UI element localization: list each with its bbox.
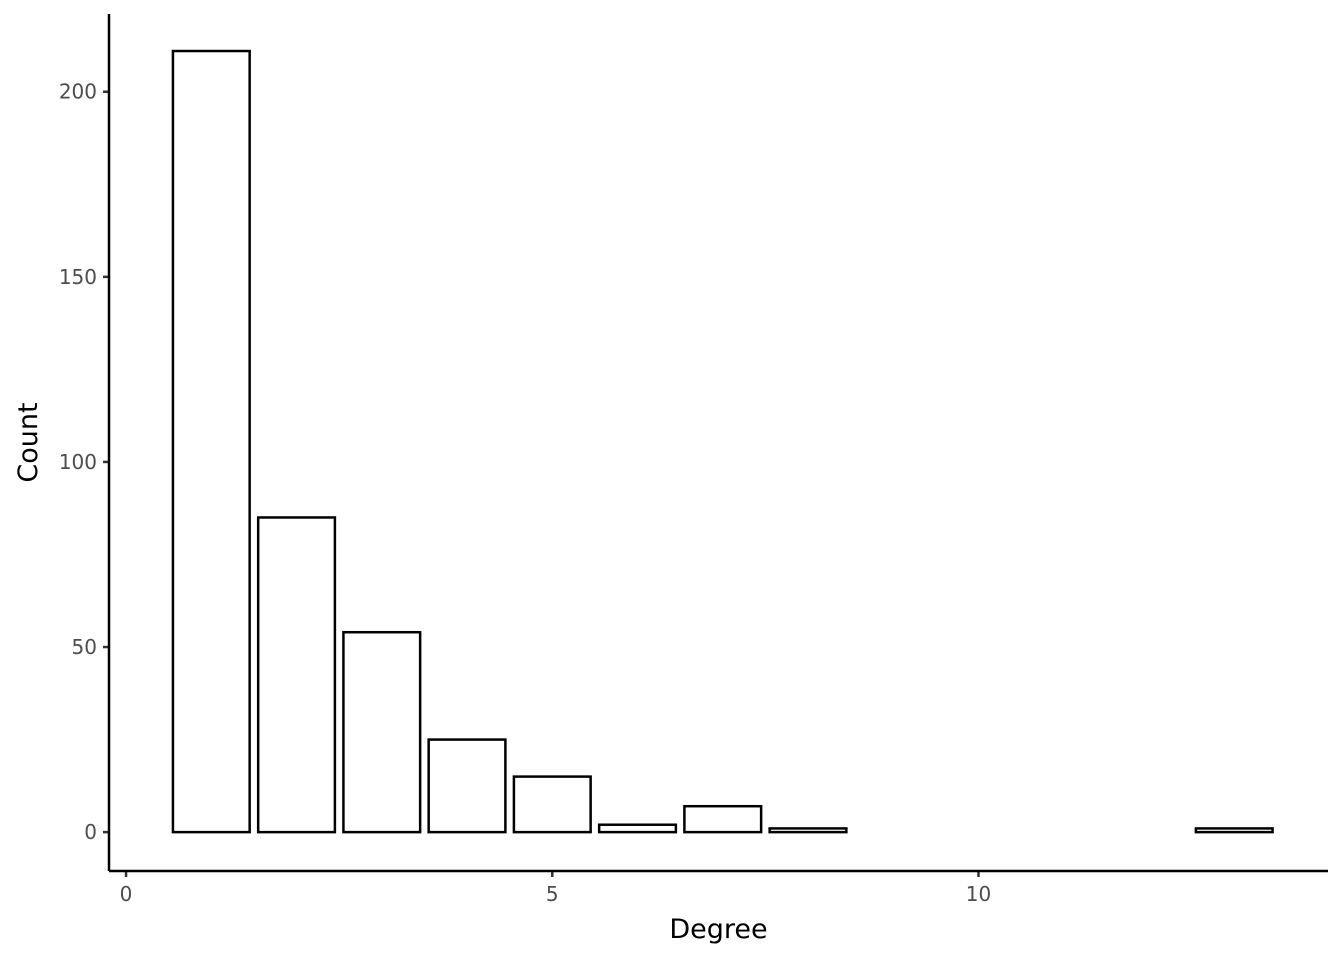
y-tick-label: 200: [59, 80, 97, 104]
histogram-bar: [768, 827, 848, 834]
x-tick-label: 5: [546, 882, 559, 906]
x-tick-label: 10: [966, 882, 991, 906]
histogram-bar: [342, 630, 422, 834]
y-axis-ticks: 0 50 100 150 200: [59, 80, 109, 844]
y-tick-label: 150: [59, 265, 97, 289]
x-tick-label: 0: [120, 882, 133, 906]
y-axis-title: Count: [13, 402, 44, 482]
x-axis-title: Degree: [669, 914, 767, 945]
histogram-bar: [256, 516, 337, 834]
y-tick-label: 50: [72, 635, 97, 659]
histogram-bar: [1194, 827, 1274, 834]
histogram-bar: [597, 823, 678, 834]
y-tick-label: 0: [84, 820, 97, 844]
histogram-bar: [171, 49, 251, 834]
y-tick-label: 100: [59, 450, 97, 474]
bars-group: [171, 49, 1274, 834]
histogram-bar: [427, 738, 507, 834]
x-axis-ticks: 0 5 10: [120, 871, 991, 906]
histogram-bar: [683, 804, 763, 834]
histogram-bar: [512, 775, 592, 834]
